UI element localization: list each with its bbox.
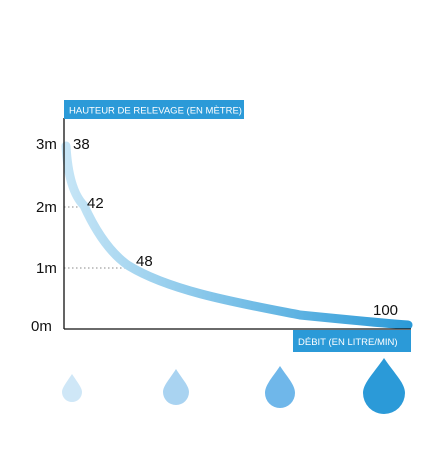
y-axis-title-badge [64, 100, 244, 119]
y-tick-2m: 2m [36, 199, 57, 216]
water-drop-icon [363, 358, 405, 414]
data-label-38: 38 [73, 136, 90, 153]
data-label-48: 48 [136, 253, 153, 270]
data-label-42: 42 [87, 195, 104, 212]
x-axis-title: DÉBIT (EN LITRE/MIN) [298, 337, 398, 348]
water-drop-icon [265, 366, 295, 408]
water-drop-icon [62, 374, 82, 402]
y-tick-3m: 3m [36, 136, 57, 153]
water-drop-icon [163, 369, 189, 405]
y-tick-1m: 1m [36, 260, 57, 277]
y-tick-0m: 0m [31, 318, 52, 335]
data-label-100: 100 [373, 302, 398, 319]
y-axis-title: HAUTEUR DE RELEVAGE (EN MÈTRE) [69, 106, 242, 117]
x-axis-title-badge [293, 330, 411, 352]
flow-curve [61, 141, 413, 330]
